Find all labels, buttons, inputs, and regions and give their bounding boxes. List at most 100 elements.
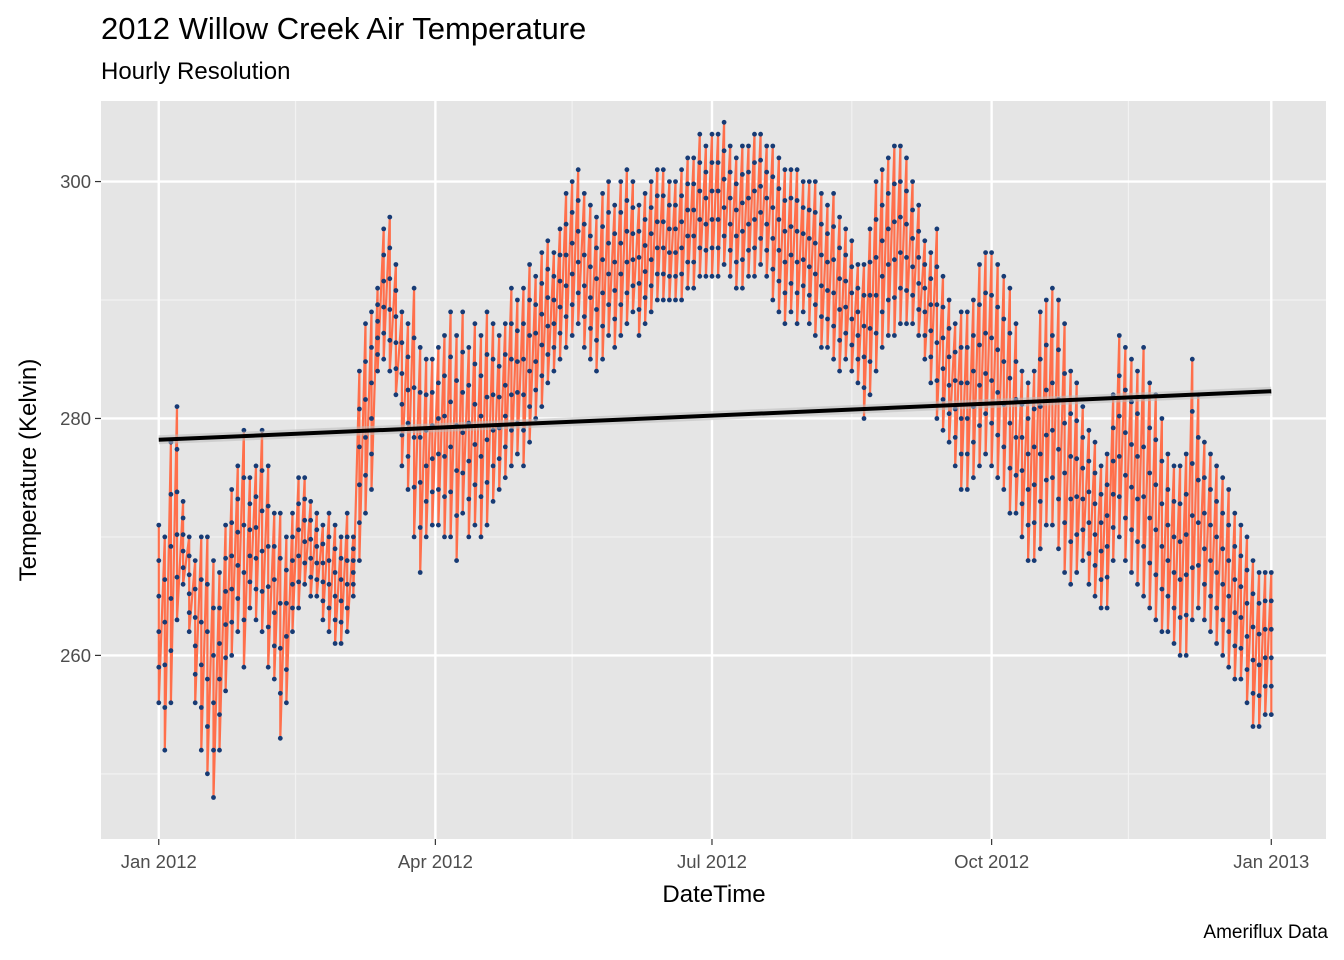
temperature-point <box>1232 510 1238 516</box>
temperature-point <box>527 262 532 267</box>
temperature-point <box>916 333 922 338</box>
temperature-point <box>1147 470 1153 476</box>
temperature-point <box>594 276 599 282</box>
temperature-point <box>588 295 593 300</box>
temperature-point <box>332 570 338 575</box>
temperature-point <box>758 183 763 189</box>
temperature-point <box>1159 416 1165 421</box>
chart-subtitle: Hourly Resolution <box>101 58 291 85</box>
temperature-point <box>1104 544 1110 549</box>
temperature-point <box>806 236 812 241</box>
temperature-point <box>381 330 387 336</box>
temperature-point <box>1001 316 1007 322</box>
temperature-point <box>800 231 806 237</box>
temperature-point <box>940 273 946 279</box>
temperature-point <box>843 304 849 310</box>
temperature-point <box>964 451 970 457</box>
temperature-point <box>405 487 411 492</box>
temperature-point <box>211 747 216 753</box>
temperature-point <box>776 217 782 222</box>
temperature-point <box>715 188 721 194</box>
temperature-point <box>642 295 648 300</box>
temperature-point <box>867 326 873 331</box>
temperature-point <box>156 664 162 670</box>
temperature-point <box>983 411 988 417</box>
temperature-point <box>205 581 210 587</box>
temperature-point <box>1268 598 1274 604</box>
temperature-point <box>1129 356 1134 362</box>
temperature-point <box>673 250 678 256</box>
temperature-point <box>800 205 806 211</box>
temperature-point <box>162 705 168 710</box>
temperature-point <box>277 510 283 516</box>
temperature-point <box>229 553 235 559</box>
temperature-point <box>338 577 344 582</box>
temperature-point <box>290 534 295 540</box>
temperature-point <box>259 629 265 635</box>
temperature-point <box>1256 600 1262 606</box>
temperature-point <box>575 290 581 296</box>
temperature-point <box>211 558 216 563</box>
temperature-point <box>247 501 253 507</box>
temperature-point <box>1220 653 1226 658</box>
temperature-point <box>855 262 861 267</box>
temperature-point <box>363 397 368 402</box>
temperature-point <box>1202 475 1207 481</box>
temperature-point <box>1214 570 1219 575</box>
temperature-point <box>989 250 994 256</box>
temperature-point <box>1062 321 1067 327</box>
temperature-point <box>436 345 441 350</box>
temperature-point <box>685 285 691 291</box>
temperature-point <box>958 451 964 457</box>
temperature-point <box>490 463 496 469</box>
temperature-point <box>1092 593 1098 599</box>
temperature-point <box>928 276 934 282</box>
temperature-point <box>1220 475 1226 481</box>
temperature-point <box>205 724 210 729</box>
temperature-point <box>1171 534 1177 540</box>
temperature-point <box>235 563 241 568</box>
temperature-point <box>551 345 557 350</box>
temperature-point <box>806 207 812 213</box>
temperature-point <box>1262 712 1268 717</box>
temperature-point <box>1244 667 1250 672</box>
temperature-point <box>1202 546 1207 552</box>
temperature-point <box>794 321 800 327</box>
temperature-point <box>727 195 733 201</box>
temperature-point <box>357 558 362 563</box>
temperature-point <box>162 577 168 582</box>
temperature-point <box>357 482 362 488</box>
temperature-point <box>624 198 630 203</box>
temperature-point <box>290 629 295 635</box>
temperature-point <box>363 359 368 364</box>
temperature-point <box>217 676 222 682</box>
temperature-point <box>727 247 733 253</box>
temperature-point <box>344 581 350 587</box>
temperature-point <box>952 349 958 355</box>
temperature-point <box>825 202 830 208</box>
temperature-point <box>271 610 277 616</box>
temperature-point <box>1202 439 1207 445</box>
temperature-point <box>892 143 897 149</box>
temperature-point <box>545 266 551 272</box>
temperature-point <box>922 285 928 291</box>
temperature-point <box>527 404 532 409</box>
temperature-point <box>575 198 581 203</box>
temperature-point <box>551 273 557 279</box>
temperature-point <box>740 200 745 206</box>
temperature-point <box>1238 615 1244 620</box>
temperature-point <box>1238 584 1244 590</box>
temperature-point <box>776 155 782 161</box>
temperature-point <box>1232 643 1238 649</box>
temperature-point <box>1165 451 1171 457</box>
temperature-point <box>539 342 545 348</box>
temperature-point <box>855 333 861 338</box>
temperature-point <box>296 475 301 481</box>
temperature-point <box>223 555 229 561</box>
temperature-point <box>241 570 247 575</box>
temperature-point <box>509 321 514 327</box>
temperature-point <box>332 617 338 623</box>
temperature-point <box>1050 333 1055 338</box>
temperature-point <box>357 444 362 450</box>
temperature-point <box>648 179 654 185</box>
